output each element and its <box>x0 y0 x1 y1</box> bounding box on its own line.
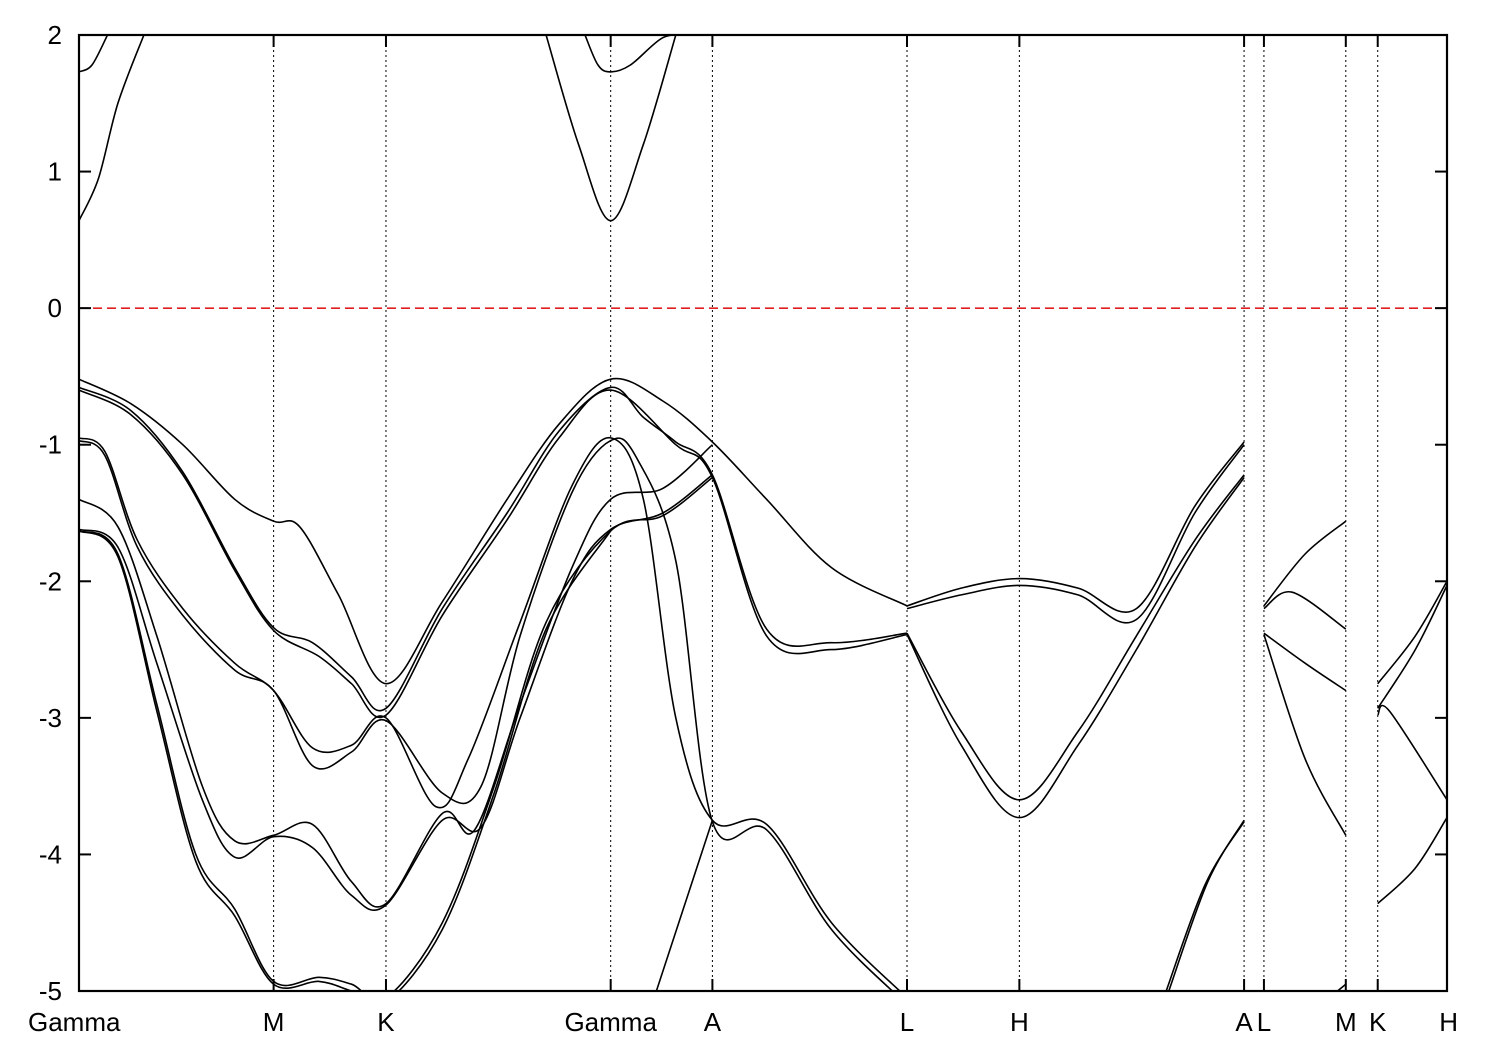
band-line <box>584 35 689 73</box>
band-line <box>1377 817 1447 905</box>
band-line <box>79 530 612 991</box>
y-tick-label: 2 <box>48 20 62 50</box>
x-tick-label: H <box>1010 1007 1029 1037</box>
band-line <box>1168 819 1245 991</box>
x-tick-label: Gamma <box>564 1007 657 1037</box>
band-line <box>79 437 894 991</box>
y-tick-label: 1 <box>48 157 62 187</box>
y-tick-label: -3 <box>39 703 62 733</box>
band-line <box>79 35 109 73</box>
band-line <box>1263 591 1347 630</box>
band-line <box>1263 634 1347 836</box>
band-line <box>79 386 908 712</box>
band-line <box>906 474 1245 801</box>
y-tick-label: -1 <box>39 430 62 460</box>
x-tick-label: K <box>377 1007 395 1037</box>
band-line <box>79 35 145 222</box>
y-tick-label: -5 <box>39 976 62 1006</box>
band-lines <box>79 35 1447 991</box>
axis-ticks <box>78 34 1448 992</box>
y-tick-labels: -5 -4 -3 -2 -1 0 1 2 <box>39 20 62 1006</box>
x-tick-label: H <box>1439 1007 1458 1037</box>
kpoint-grid-lines <box>273 35 1379 991</box>
band-line <box>906 477 1245 819</box>
x-tick-label: M <box>1335 1007 1357 1037</box>
y-tick-label: -4 <box>39 839 62 869</box>
band-line <box>545 35 677 222</box>
band-line <box>1376 704 1447 801</box>
x-tick-label: A <box>1235 1007 1253 1037</box>
y-tick-label: 0 <box>48 293 62 323</box>
band-line <box>79 444 713 908</box>
band-line <box>1263 520 1347 607</box>
x-tick-label: K <box>1369 1007 1387 1037</box>
band-line <box>1377 585 1447 709</box>
x-tick-labels: Gamma M K Gamma A L H A L M K H <box>28 1007 1458 1037</box>
y-tick-label: -2 <box>39 566 62 596</box>
band-line <box>79 389 908 719</box>
band-line <box>1263 632 1347 692</box>
x-tick-label: A <box>704 1007 722 1037</box>
band-line <box>79 377 908 685</box>
x-tick-label: Gamma <box>28 1007 121 1037</box>
plot-frame <box>77 33 1449 993</box>
band-line <box>79 474 713 911</box>
band-line <box>906 441 1245 613</box>
x-tick-label: L <box>1257 1007 1271 1037</box>
band-line <box>1165 821 1245 991</box>
band-line <box>906 444 1245 624</box>
x-tick-label: L <box>900 1007 914 1037</box>
band-line <box>655 820 714 991</box>
band-line <box>1377 580 1447 685</box>
band-line <box>79 476 713 991</box>
x-tick-label: M <box>263 1007 285 1037</box>
